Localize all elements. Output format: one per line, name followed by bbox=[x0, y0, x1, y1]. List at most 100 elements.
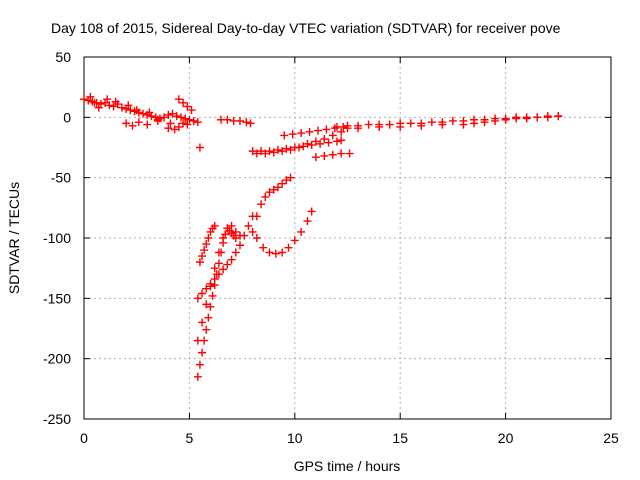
data-point bbox=[313, 126, 322, 135]
data-point bbox=[235, 116, 244, 125]
data-point bbox=[303, 217, 312, 226]
data-point bbox=[280, 131, 289, 140]
data-point bbox=[223, 115, 232, 124]
x-tick-label: 15 bbox=[392, 430, 408, 446]
data-point bbox=[385, 120, 394, 129]
data-point bbox=[219, 265, 228, 274]
data-point bbox=[111, 97, 120, 106]
data-point bbox=[185, 115, 194, 124]
x-tick-label: 0 bbox=[80, 430, 88, 446]
data-point bbox=[337, 136, 346, 145]
data-point bbox=[282, 176, 291, 185]
data-point bbox=[143, 120, 152, 129]
data-point bbox=[210, 281, 219, 290]
data-point bbox=[181, 114, 190, 123]
data-point bbox=[198, 252, 207, 261]
data-point bbox=[269, 148, 278, 157]
data-point bbox=[286, 173, 295, 182]
data-point bbox=[153, 116, 162, 125]
data-point bbox=[459, 120, 468, 129]
data-point bbox=[345, 149, 354, 158]
data-point bbox=[257, 147, 266, 156]
data-point bbox=[189, 116, 198, 125]
y-tick-label: -250 bbox=[43, 411, 71, 427]
data-point bbox=[332, 122, 341, 131]
data-point bbox=[80, 95, 88, 104]
data-point bbox=[328, 131, 337, 140]
data-point bbox=[164, 124, 173, 133]
data-point bbox=[204, 234, 213, 242]
data-point bbox=[290, 236, 299, 245]
data-point bbox=[202, 325, 211, 334]
data-point bbox=[200, 246, 209, 255]
data-point bbox=[204, 313, 213, 322]
data-point bbox=[480, 118, 489, 127]
data-point bbox=[212, 270, 221, 279]
data-point bbox=[284, 243, 293, 252]
data-point bbox=[265, 188, 274, 197]
data-point bbox=[134, 118, 143, 127]
data-point bbox=[103, 95, 112, 104]
data-point bbox=[183, 102, 192, 111]
data-point bbox=[286, 145, 295, 154]
data-point bbox=[324, 138, 333, 147]
data-point bbox=[210, 264, 219, 273]
data-point bbox=[248, 147, 257, 156]
data-point bbox=[271, 249, 280, 258]
data-point bbox=[259, 243, 268, 252]
data-point bbox=[219, 234, 228, 242]
data-point bbox=[193, 118, 202, 127]
data-point bbox=[122, 119, 131, 128]
data-point bbox=[273, 145, 282, 154]
data-point bbox=[297, 227, 306, 236]
data-point bbox=[303, 139, 312, 148]
data-points bbox=[80, 92, 563, 381]
x-tick-label: 20 bbox=[498, 430, 514, 446]
data-point bbox=[235, 241, 244, 250]
data-point bbox=[117, 103, 126, 112]
axis-ticks: 0 5 10 15 20 25 -250 -200 -150 -100 -50 0 50 bbox=[43, 49, 619, 446]
data-point bbox=[198, 348, 207, 357]
data-point bbox=[354, 124, 363, 133]
grid bbox=[84, 57, 611, 419]
data-point bbox=[307, 141, 316, 150]
data-point bbox=[375, 122, 384, 131]
data-point bbox=[195, 143, 204, 152]
x-tick-label: 25 bbox=[603, 430, 619, 446]
data-point bbox=[337, 149, 346, 158]
data-point bbox=[297, 129, 306, 138]
data-point bbox=[202, 240, 211, 249]
data-point bbox=[278, 248, 287, 257]
y-tick-label: 50 bbox=[55, 49, 71, 65]
data-point bbox=[179, 119, 188, 128]
data-point bbox=[195, 258, 204, 267]
data-point bbox=[252, 212, 261, 221]
data-point bbox=[208, 291, 217, 300]
data-point bbox=[160, 113, 169, 122]
data-point bbox=[206, 282, 215, 291]
data-point bbox=[248, 227, 257, 236]
data-point bbox=[265, 147, 274, 156]
data-point bbox=[132, 106, 141, 115]
data-point bbox=[223, 260, 232, 269]
data-point bbox=[299, 142, 308, 151]
data-point bbox=[109, 102, 118, 111]
data-point bbox=[193, 294, 202, 303]
data-point bbox=[172, 112, 181, 121]
data-point bbox=[332, 137, 341, 146]
data-point bbox=[396, 122, 405, 131]
data-point bbox=[139, 109, 148, 118]
data-point bbox=[128, 121, 137, 130]
data-point bbox=[206, 302, 215, 311]
data-point bbox=[273, 183, 282, 192]
data-point bbox=[261, 149, 270, 158]
data-point bbox=[166, 119, 175, 128]
y-tick-label: -50 bbox=[51, 170, 71, 186]
data-point bbox=[554, 112, 563, 121]
data-point bbox=[282, 144, 291, 153]
data-point bbox=[427, 118, 436, 127]
data-point bbox=[198, 289, 207, 298]
data-point bbox=[469, 119, 478, 128]
data-point bbox=[170, 125, 179, 134]
data-point bbox=[265, 248, 274, 257]
